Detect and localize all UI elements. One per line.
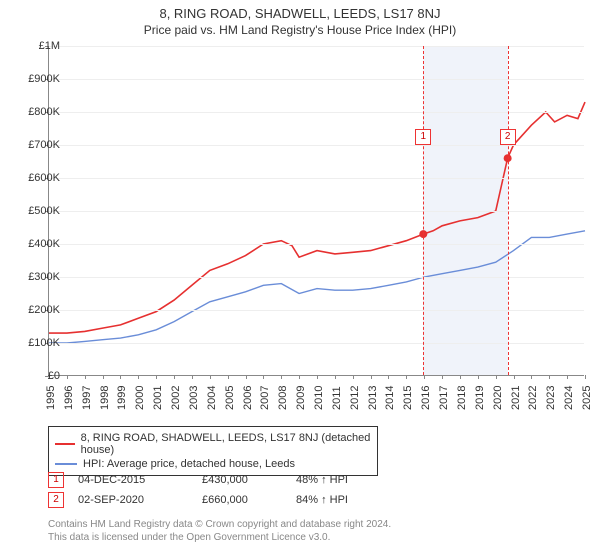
y-axis-label: £900K bbox=[16, 73, 60, 85]
page-title: 8, RING ROAD, SHADWELL, LEEDS, LS17 8NJ bbox=[0, 0, 600, 21]
y-axis-label: £600K bbox=[16, 172, 60, 184]
y-axis-label: £400K bbox=[16, 238, 60, 250]
chart-area: 12 bbox=[48, 46, 584, 376]
sale-date: 02-SEP-2020 bbox=[78, 494, 188, 506]
x-axis-label: 2007 bbox=[259, 386, 271, 410]
x-axis-label: 1999 bbox=[116, 386, 128, 410]
x-axis-label: 2005 bbox=[224, 386, 236, 410]
x-axis-label: 2003 bbox=[188, 386, 200, 410]
x-axis-label: 2016 bbox=[420, 386, 432, 410]
x-axis-label: 1998 bbox=[99, 386, 111, 410]
x-axis-label: 1995 bbox=[45, 386, 57, 410]
sale-marker: 1 bbox=[48, 472, 64, 488]
chart-marker: 2 bbox=[500, 129, 516, 145]
x-axis-label: 2023 bbox=[545, 386, 557, 410]
x-axis-label: 2014 bbox=[384, 386, 396, 410]
page-subtitle: Price paid vs. HM Land Registry's House … bbox=[0, 21, 600, 43]
legend-item: HPI: Average price, detached house, Leed… bbox=[55, 457, 371, 471]
x-axis-label: 2013 bbox=[367, 386, 379, 410]
legend-swatch bbox=[55, 463, 77, 465]
x-axis-label: 2008 bbox=[277, 386, 289, 410]
x-axis-label: 2015 bbox=[402, 386, 414, 410]
legend-label: HPI: Average price, detached house, Leed… bbox=[83, 458, 295, 470]
x-axis-label: 2012 bbox=[349, 386, 361, 410]
x-axis-label: 1996 bbox=[63, 386, 75, 410]
x-axis-label: 1997 bbox=[81, 386, 93, 410]
x-axis-label: 2011 bbox=[331, 386, 343, 410]
legend-box: 8, RING ROAD, SHADWELL, LEEDS, LS17 8NJ … bbox=[48, 426, 378, 476]
footer: Contains HM Land Registry data © Crown c… bbox=[48, 518, 584, 544]
footer-line-2: This data is licensed under the Open Gov… bbox=[48, 531, 584, 544]
y-axis-label: £800K bbox=[16, 106, 60, 118]
legend-item: 8, RING ROAD, SHADWELL, LEEDS, LS17 8NJ … bbox=[55, 431, 371, 457]
series-line bbox=[49, 231, 585, 343]
sales-table: 1 04-DEC-2015 £430,000 48% ↑ HPI 2 02-SEP-202… bbox=[48, 470, 584, 510]
x-axis-label: 2004 bbox=[206, 386, 218, 410]
y-axis-label: £300K bbox=[16, 271, 60, 283]
y-axis-label: £200K bbox=[16, 304, 60, 316]
x-axis-label: 2017 bbox=[438, 386, 450, 410]
x-axis-label: 2002 bbox=[170, 386, 182, 410]
x-axis-label: 2018 bbox=[456, 386, 468, 410]
x-axis-label: 2025 bbox=[581, 386, 593, 410]
sale-price: £660,000 bbox=[202, 494, 282, 506]
sale-price: £430,000 bbox=[202, 474, 282, 486]
sale-pct: 84% ↑ HPI bbox=[296, 494, 406, 506]
chart-marker: 1 bbox=[415, 129, 431, 145]
x-axis-label: 2021 bbox=[510, 386, 522, 410]
sale-pct: 48% ↑ HPI bbox=[296, 474, 406, 486]
x-axis-label: 2001 bbox=[152, 386, 164, 410]
y-axis-label: £700K bbox=[16, 139, 60, 151]
y-axis-label: £100K bbox=[16, 337, 60, 349]
sale-marker: 2 bbox=[48, 492, 64, 508]
x-axis-label: 2006 bbox=[242, 386, 254, 410]
x-axis-label: 2022 bbox=[527, 386, 539, 410]
x-axis-label: 2019 bbox=[474, 386, 486, 410]
y-axis-label: £0 bbox=[16, 370, 60, 382]
sale-row: 1 04-DEC-2015 £430,000 48% ↑ HPI bbox=[48, 470, 584, 490]
legend-swatch bbox=[55, 443, 75, 445]
footer-line-1: Contains HM Land Registry data © Crown c… bbox=[48, 518, 584, 531]
x-axis-label: 2024 bbox=[563, 386, 575, 410]
x-axis-label: 2010 bbox=[313, 386, 325, 410]
y-axis-label: £500K bbox=[16, 205, 60, 217]
x-axis-label: 2020 bbox=[492, 386, 504, 410]
sale-date: 04-DEC-2015 bbox=[78, 474, 188, 486]
sale-row: 2 02-SEP-2020 £660,000 84% ↑ HPI bbox=[48, 490, 584, 510]
x-axis-label: 2000 bbox=[134, 386, 146, 410]
x-axis-label: 2009 bbox=[295, 386, 307, 410]
legend-label: 8, RING ROAD, SHADWELL, LEEDS, LS17 8NJ … bbox=[81, 432, 371, 456]
y-axis-label: £1M bbox=[16, 40, 60, 52]
